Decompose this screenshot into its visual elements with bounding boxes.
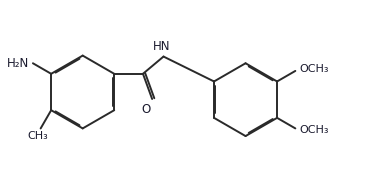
Text: OCH₃: OCH₃ — [299, 125, 329, 135]
Text: H₂N: H₂N — [7, 57, 29, 70]
Text: CH₃: CH₃ — [27, 131, 48, 141]
Text: OCH₃: OCH₃ — [299, 64, 329, 74]
Text: HN: HN — [153, 40, 170, 53]
Text: O: O — [142, 103, 151, 116]
